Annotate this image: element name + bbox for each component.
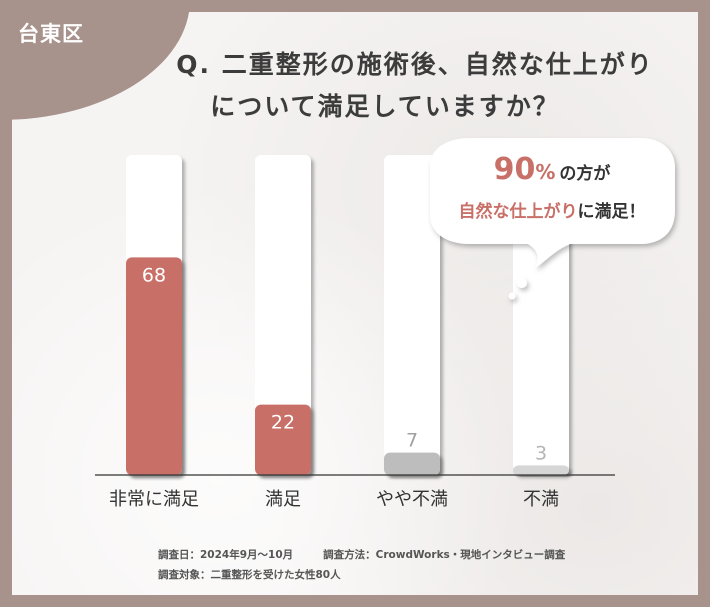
footnote: 調査日：2024年9月〜10月 調査方法：CrowdWorks・現地インタビュー調… (158, 545, 565, 585)
category-label: 不満 (523, 489, 559, 510)
bubble-percent: 90 (494, 152, 536, 187)
survey-method: 調査方法：CrowdWorks・現地インタビュー調査 (323, 549, 566, 561)
card-background (12, 12, 698, 595)
bubble-line-1: 90% の方が (494, 152, 611, 187)
bar-value-label: 7 (406, 430, 418, 452)
title-line-1: Q. 二重整形の施術後、自然な仕上がり (176, 50, 654, 79)
bar (513, 465, 569, 475)
bar-track (255, 155, 311, 475)
title-line-2: について満足していますか？ (210, 92, 560, 121)
category-label: 満足 (265, 489, 301, 510)
bubble-percent-unit: % (535, 160, 555, 184)
bubble-highlight: 自然な仕上がり (459, 201, 578, 222)
bubble-line-2: 自然な仕上がりに満足！ (459, 201, 646, 222)
category-label: やや不満 (376, 489, 448, 510)
bar-track (384, 155, 440, 475)
category-labels: 非常に満足 満足 やや不満 不満 (109, 489, 559, 510)
bar-value-label: 3 (535, 442, 547, 464)
bar (384, 452, 440, 475)
bar (126, 257, 182, 475)
category-label: 非常に満足 (109, 489, 199, 510)
question-title: Q. 二重整形の施術後、自然な仕上がり について満足していますか？ (0, 44, 710, 128)
survey-target: 調査対象：二重整形を受けた女性80人 (158, 569, 341, 581)
bubble-line-2-rest: に満足！ (578, 201, 646, 222)
bubble-line-1-rest: の方が (559, 163, 610, 184)
bars: 68 22 7 3 (126, 257, 569, 475)
bar-value-label: 22 (271, 412, 295, 434)
survey-date: 調査日：2024年9月〜10月 (158, 549, 294, 561)
region-label: 台東区 (18, 22, 84, 46)
bar-value-label: 68 (142, 264, 166, 286)
speech-bubble (430, 138, 675, 300)
bar (255, 404, 311, 475)
